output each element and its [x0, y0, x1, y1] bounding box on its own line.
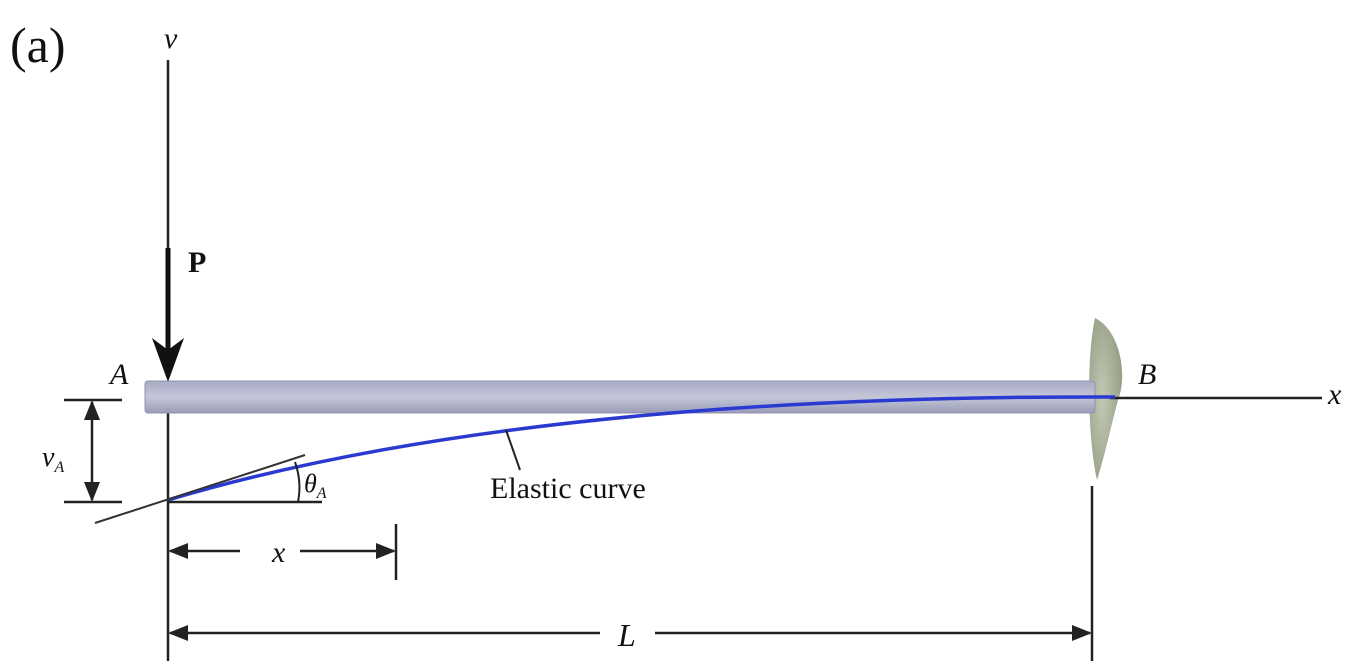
length-label: L [617, 617, 636, 653]
load-label: P [188, 246, 206, 279]
slope-label: θA [304, 469, 327, 502]
tangent-line [95, 455, 305, 523]
curve-label: Elastic curve [490, 472, 646, 505]
x-axis-label: x [1327, 378, 1342, 411]
position-label: x [271, 536, 286, 569]
v-axis-label: v [164, 22, 178, 55]
curve-leader [506, 430, 520, 470]
deflection-symbol: v [42, 442, 55, 473]
slope-symbol: θ [304, 469, 317, 498]
panel-label: (a) [10, 17, 66, 73]
deflection-label: vA [42, 442, 64, 476]
beam-diagram: (a) v P x A B θA vA Elastic curve x L [0, 0, 1348, 661]
end-b-label: B [1138, 358, 1156, 391]
deflection-subscript: A [53, 459, 64, 476]
slope-subscript: A [316, 485, 327, 502]
end-a-label: A [108, 358, 129, 391]
